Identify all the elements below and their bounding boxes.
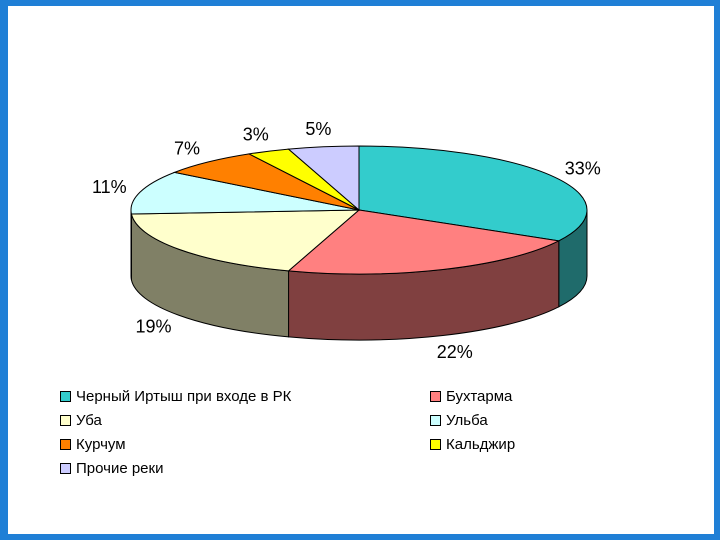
pie-slice bbox=[130, 209, 361, 272]
pie-data-label: 5% bbox=[305, 119, 331, 139]
pie-chart: 33% 22% 19% 11% 7% 3% 5% bbox=[92, 119, 601, 362]
legend-swatch bbox=[430, 391, 441, 402]
pie-slice bbox=[287, 145, 360, 212]
chart-legend: Черный Иртыш при входе в РК Бухтарма Уба… bbox=[60, 386, 680, 479]
pie-data-label: 11% bbox=[92, 177, 127, 197]
legend-item: Прочие реки bbox=[60, 458, 430, 479]
legend-item: Уба bbox=[60, 410, 430, 431]
legend-swatch bbox=[60, 439, 71, 450]
pie-data-label: 7% bbox=[174, 138, 200, 158]
pie-slice bbox=[130, 171, 360, 215]
pie-slice bbox=[287, 209, 561, 275]
legend-label: Бухтарма bbox=[446, 388, 513, 405]
pie-slice bbox=[358, 145, 588, 242]
slide-frame: 33% 22% 19% 11% 7% 3% 5% Черный Иртыш при вход… bbox=[8, 6, 714, 534]
legend-swatch bbox=[60, 463, 71, 474]
pie-data-label: 22% bbox=[437, 342, 473, 362]
legend-item: Курчум bbox=[60, 434, 430, 455]
legend-swatch bbox=[430, 439, 441, 450]
legend-label: Прочие реки bbox=[76, 460, 164, 477]
legend-label: Ульба bbox=[446, 412, 488, 429]
pie-data-label: 33% bbox=[565, 158, 601, 178]
legend-item: Кальджир bbox=[430, 434, 680, 455]
legend-swatch bbox=[430, 415, 441, 426]
legend-label: Курчум bbox=[76, 436, 126, 453]
legend-swatch bbox=[60, 391, 71, 402]
legend-item: Ульба bbox=[430, 410, 680, 431]
pie-data-label: 19% bbox=[136, 316, 172, 336]
legend-label: Кальджир bbox=[446, 436, 516, 453]
legend-swatch bbox=[60, 415, 71, 426]
legend-item: Бухтарма bbox=[430, 386, 680, 407]
pie-sides bbox=[130, 209, 588, 341]
pie-labels: 33% 22% 19% 11% 7% 3% 5% bbox=[92, 119, 601, 362]
legend-item: Черный Иртыш при входе в РК bbox=[60, 386, 430, 407]
pie-tops bbox=[130, 145, 588, 275]
legend-label: Уба bbox=[76, 412, 102, 429]
legend-label: Черный Иртыш при входе в РК bbox=[76, 388, 292, 405]
pie-data-label: 3% bbox=[243, 125, 269, 145]
